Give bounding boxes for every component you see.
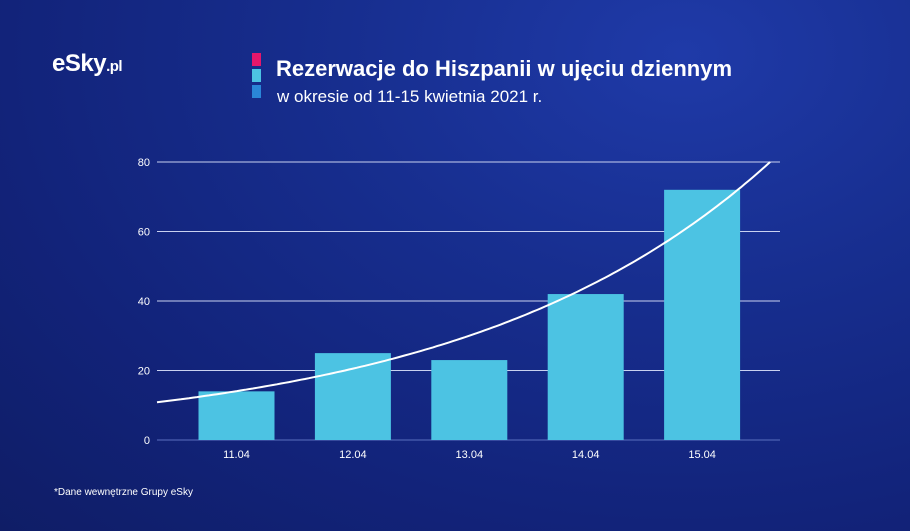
x-tick-label: 13.04 (456, 449, 484, 461)
color-legend-decoration (252, 53, 261, 101)
bar-14.04 (547, 294, 624, 440)
x-tick-label: 11.04 (223, 449, 250, 461)
y-tick-label: 0 (144, 435, 150, 447)
footnote: *Dane wewnętrzne Grupy eSky (54, 487, 193, 498)
bars (198, 189, 741, 440)
x-tick-label: 15.04 (688, 449, 716, 461)
color-swatch-cyan (252, 69, 261, 82)
bar-15.04 (664, 189, 741, 440)
bar-12.04 (314, 353, 391, 440)
x-tick-label: 12.04 (339, 449, 367, 461)
x-tick-label: 14.04 (572, 449, 600, 461)
trend-line (156, 161, 771, 404)
y-tick-label: 60 (138, 227, 150, 239)
y-tick-label: 20 (138, 366, 150, 378)
color-swatch-blue (252, 85, 261, 98)
bar-11.04 (198, 391, 275, 440)
logo-domain: .pl (106, 58, 123, 75)
x-axis-ticks: 11.04 12.04 13.04 14.04 15.04 (223, 449, 716, 461)
y-axis-ticks: 0 20 40 60 80 (138, 157, 150, 447)
esky-logo: eSky.pl (52, 50, 123, 78)
chart-subtitle: w okresie od 11-15 kwietnia 2021 r. (277, 87, 543, 106)
logo-text: eSky (52, 50, 107, 77)
y-tick-label: 40 (138, 296, 150, 308)
bar-13.04 (431, 360, 508, 440)
chart-title: Rezerwacje do Hiszpanii w ujęciu dzienny… (276, 56, 733, 81)
y-tick-label: 80 (138, 157, 150, 169)
color-swatch-pink (252, 53, 261, 66)
